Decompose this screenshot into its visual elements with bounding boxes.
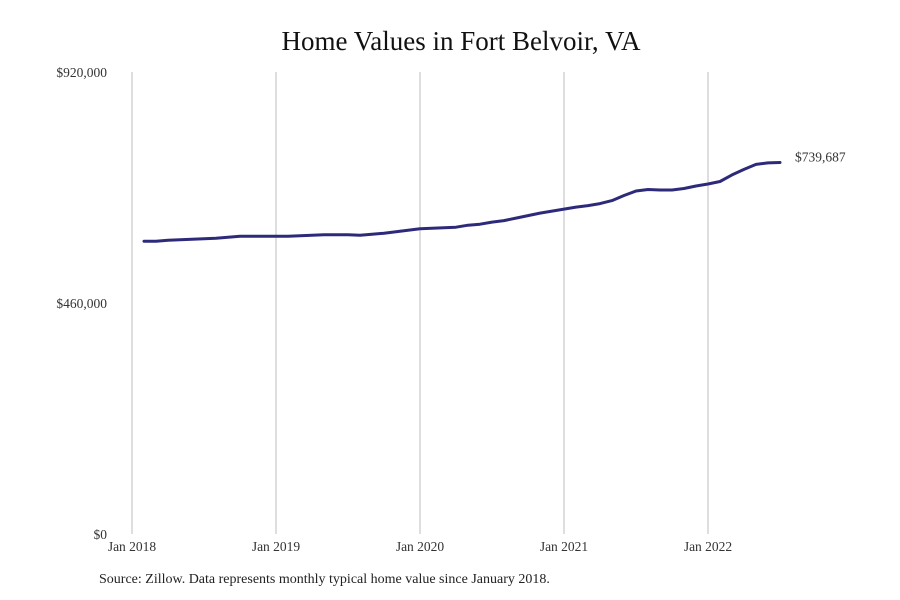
x-tick-label: Jan 2022 [684,539,732,554]
source-note: Source: Zillow. Data represents monthly … [99,572,550,587]
y-tick-label: $0 [94,527,108,542]
x-axis-ticks: Jan 2018 Jan 2019 Jan 2020 Jan 2021 Jan 2022 [108,539,732,554]
y-tick-label: $920,000 [56,65,107,80]
chart-title: Home Values in Fort Belvoir, VA [281,26,641,56]
y-axis-ticks: $0 $460,000 $920,000 [56,65,107,542]
gridlines [131,72,709,534]
x-tick-label: Jan 2020 [396,539,445,554]
x-tick-label: Jan 2018 [108,539,157,554]
x-tick-label: Jan 2021 [540,539,588,554]
end-value-label: $739,687 [795,150,846,165]
x-tick-label: Jan 2019 [252,539,301,554]
series-line [142,161,782,243]
y-tick-label: $460,000 [56,296,107,311]
